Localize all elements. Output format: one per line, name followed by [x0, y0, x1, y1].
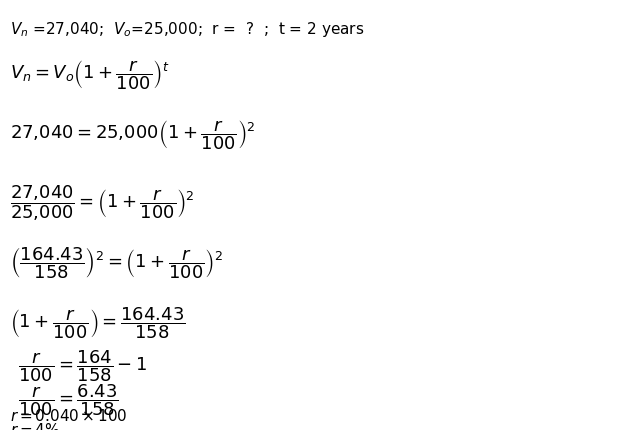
Text: $\dfrac{r}{100} = \dfrac{6.43}{158}$: $\dfrac{r}{100} = \dfrac{6.43}{158}$ [18, 381, 119, 417]
Text: $\left(\dfrac{164.43}{158}\right)^2 = \left(1 + \dfrac{r}{100}\right)^2$: $\left(\dfrac{164.43}{158}\right)^2 = \l… [10, 244, 223, 280]
Text: $\dfrac{r}{100} = \dfrac{164}{158} - 1$: $\dfrac{r}{100} = \dfrac{164}{158} - 1$ [18, 347, 147, 383]
Text: $V_n$ =27,040;  $V_o$=25,000;  r =  ?  ;  t = 2 years: $V_n$ =27,040; $V_o$=25,000; r = ? ; t =… [10, 20, 365, 39]
Text: $r = 0.040 \times 100$: $r = 0.040 \times 100$ [10, 407, 128, 423]
Text: $27{,}040 = 25{,}000\left(1 + \dfrac{r}{100}\right)^2$: $27{,}040 = 25{,}000\left(1 + \dfrac{r}{… [10, 118, 256, 151]
Text: $r = 4\%$: $r = 4\%$ [10, 421, 61, 430]
Text: $V_n = V_o\left(1 + \dfrac{r}{100}\right)^t$: $V_n = V_o\left(1 + \dfrac{r}{100}\right… [10, 58, 170, 92]
Text: $\dfrac{27{,}040}{25{,}000} = \left(1 + \dfrac{r}{100}\right)^2$: $\dfrac{27{,}040}{25{,}000} = \left(1 + … [10, 183, 195, 222]
Text: $\left(1 + \dfrac{r}{100}\right) = \dfrac{164.43}{158}$: $\left(1 + \dfrac{r}{100}\right) = \dfra… [10, 304, 186, 340]
